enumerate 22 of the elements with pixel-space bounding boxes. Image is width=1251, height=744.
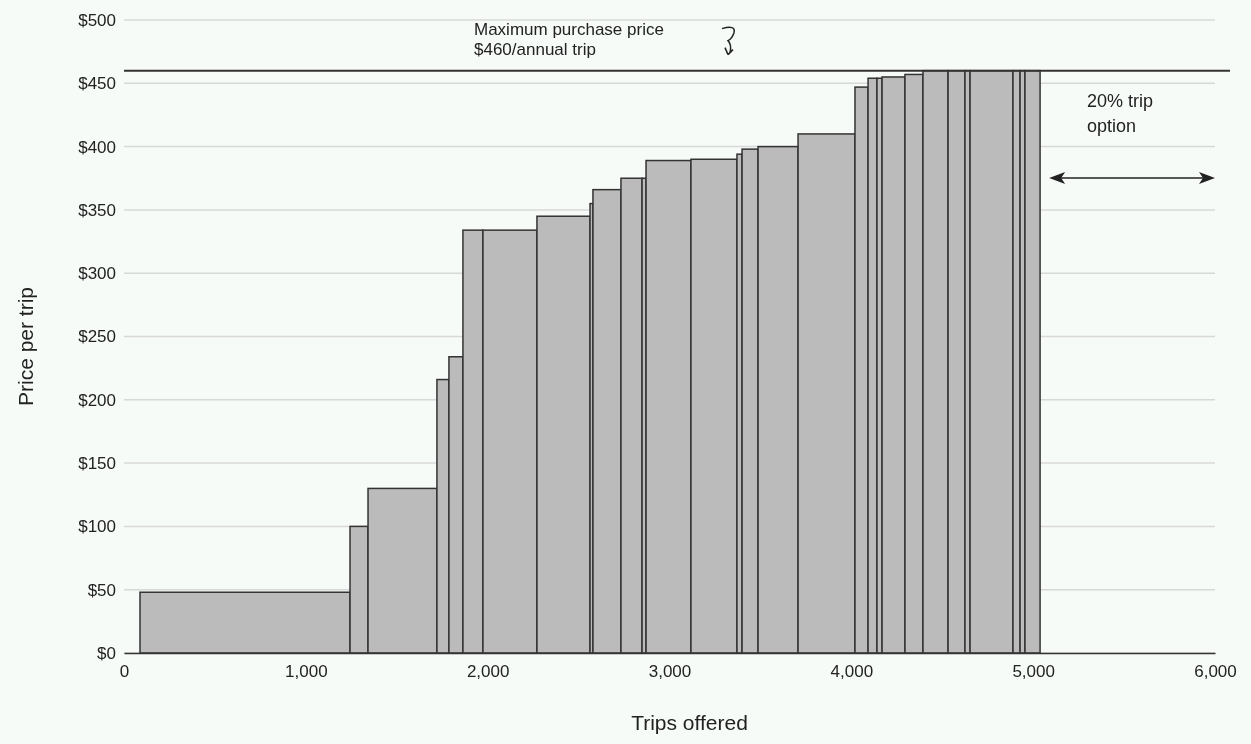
- x-tick-label: 1,000: [285, 662, 328, 682]
- x-axis-title: Trips offered: [631, 711, 748, 734]
- x-tick-label: 0: [119, 662, 130, 682]
- y-tick-label: $350: [78, 200, 116, 220]
- y-tick-label: $400: [78, 137, 116, 157]
- x-tick-label: 6,000: [1194, 662, 1237, 682]
- x-tick-label: 4,000: [830, 662, 874, 682]
- y-axis-title: Price per trip: [14, 286, 37, 407]
- x-tick-label: 3,000: [648, 662, 692, 682]
- y-tick-label: $200: [78, 390, 116, 410]
- x-tick-label: 5,000: [1012, 662, 1055, 682]
- annotation: 20% trip option: [1087, 91, 1154, 136]
- y-tick-label: $300: [78, 264, 116, 284]
- y-tick-label: $250: [78, 327, 116, 347]
- y-tick-label: $450: [78, 74, 116, 94]
- y-tick-label: $500: [78, 10, 116, 30]
- y-tick-label: $100: [78, 517, 116, 537]
- x-tick-label: 2,000: [466, 662, 510, 682]
- y-tick-label: $50: [87, 580, 116, 600]
- ref-line-label: Maximum purchase price $460/annual trip: [474, 19, 664, 59]
- y-tick-label: $0: [97, 643, 116, 663]
- y-tick-label: $150: [78, 454, 116, 474]
